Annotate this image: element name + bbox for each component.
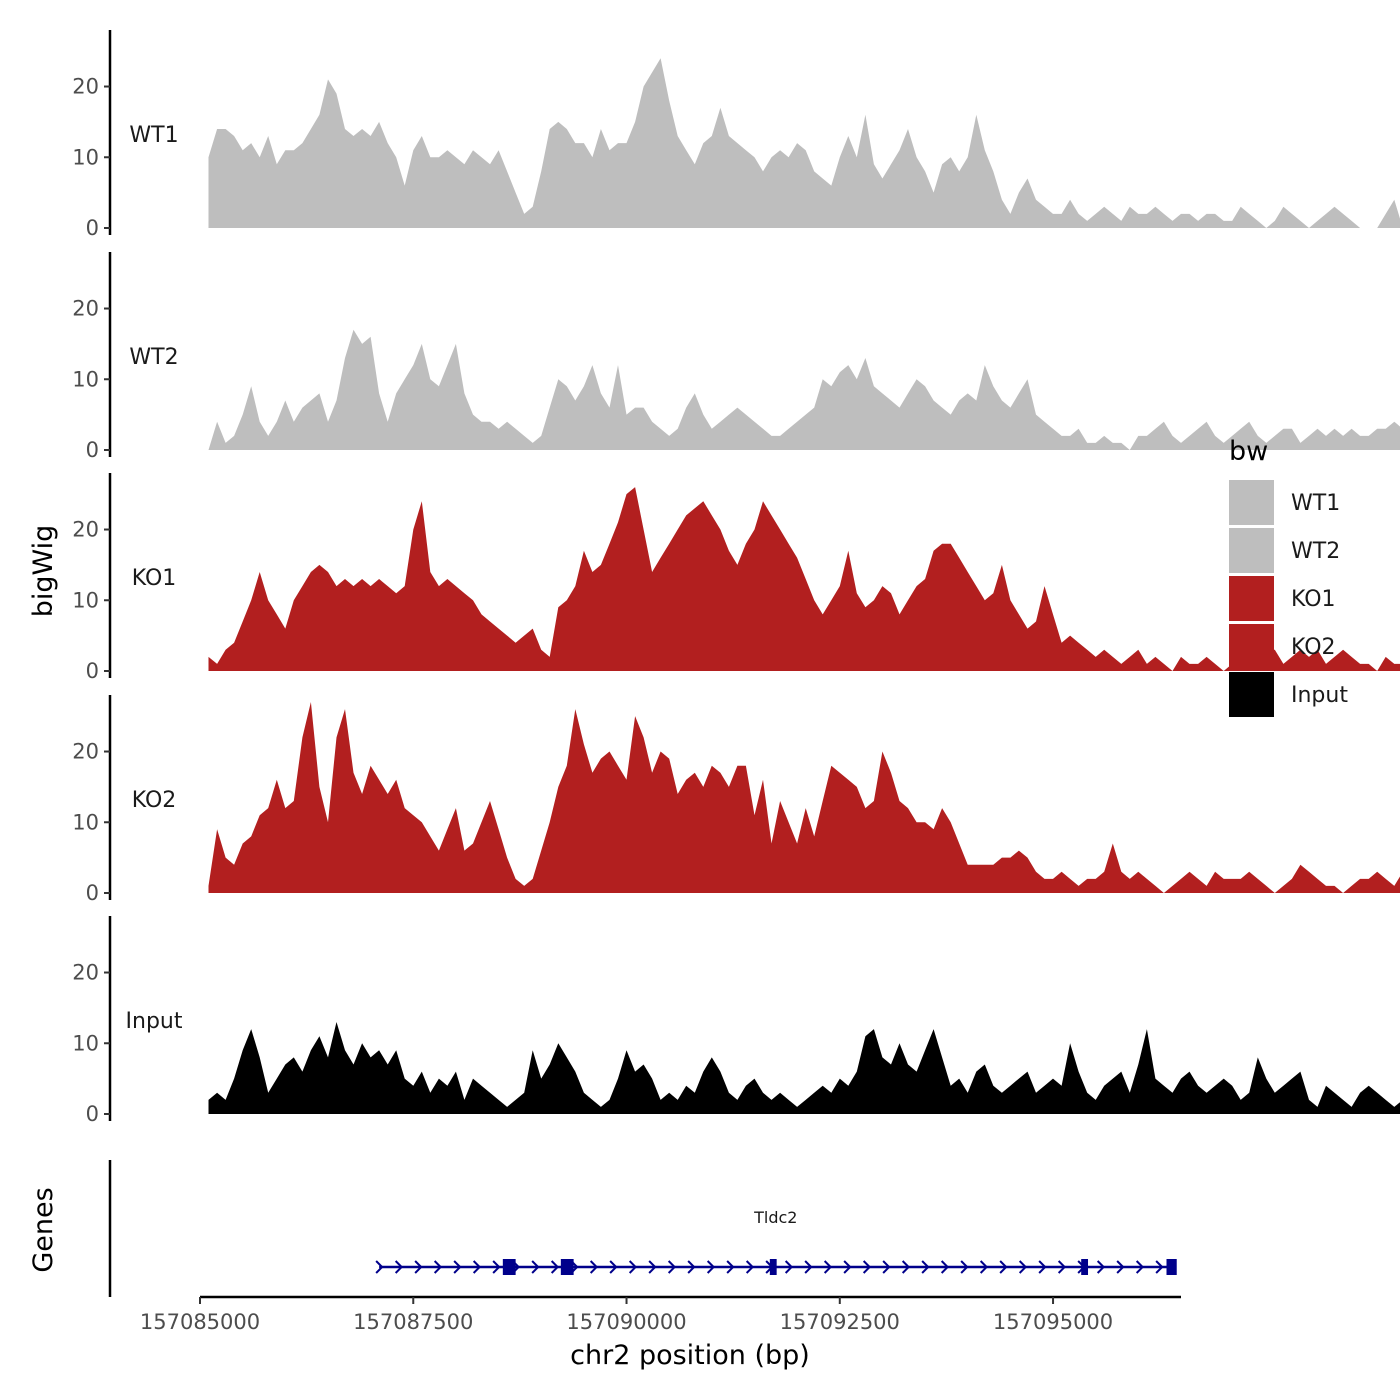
- strand-arrow: [414, 1260, 423, 1274]
- strand-arrow: [687, 1260, 696, 1274]
- legend-key-input: [1229, 672, 1274, 717]
- track-panel-ko1: 0 10 20 KO1: [72, 473, 1400, 683]
- strand-arrow: [648, 1260, 657, 1274]
- strand-arrow: [375, 1260, 384, 1274]
- exon: [1166, 1259, 1177, 1275]
- strand-arrow: [667, 1260, 677, 1274]
- exon: [1081, 1259, 1089, 1275]
- strand-arrow: [784, 1260, 794, 1274]
- strand-arrow: [472, 1260, 482, 1274]
- coverage-area-ko1: [208, 487, 1400, 671]
- gene-axis-title: Genes: [28, 1187, 59, 1272]
- strand-arrow: [745, 1260, 755, 1274]
- strand-arrow: [628, 1260, 638, 1274]
- coverage-area-ko2: [208, 702, 1400, 893]
- y-tick-label: 0: [86, 659, 99, 683]
- strand-arrow: [921, 1260, 930, 1274]
- strand-arrow: [862, 1260, 872, 1274]
- strand-arrow: [1116, 1260, 1125, 1274]
- y-tick-label: 20: [72, 740, 99, 764]
- y-tick-label: 20: [72, 75, 99, 99]
- strand-arrow: [706, 1260, 716, 1274]
- legend-key-wt2: [1229, 528, 1274, 573]
- x-axis-title: chr2 position (bp): [570, 1340, 810, 1371]
- exon: [769, 1259, 777, 1275]
- legend-key-ko2: [1229, 624, 1274, 669]
- strand-arrow: [1096, 1260, 1106, 1274]
- strand-arrow: [882, 1260, 891, 1274]
- x-axis: 157085000 157087500 157090000 157092500 1570…: [140, 1295, 1181, 1334]
- strand-arrow: [1057, 1260, 1067, 1274]
- coverage-area-wt1: [208, 58, 1400, 228]
- track-panel-input: 0 10 20 Input: [72, 916, 1400, 1126]
- exon: [560, 1259, 574, 1275]
- legend-key-wt1: [1229, 480, 1274, 525]
- y-tick-label: 0: [86, 438, 99, 462]
- x-tick-label: 157090000: [566, 1310, 686, 1334]
- strand-arrow: [726, 1260, 735, 1274]
- legend-label: KO2: [1291, 635, 1336, 660]
- track-panel-wt2: 0 10 20 WT2: [72, 252, 1400, 462]
- exon: [502, 1259, 516, 1275]
- strand-arrow: [823, 1260, 833, 1274]
- y-tick-label: 10: [72, 367, 99, 391]
- gene-tldc2: Tldc2: [375, 1208, 1177, 1275]
- legend-label: WT2: [1291, 539, 1340, 564]
- y-tick-label: 10: [72, 588, 99, 612]
- y-tick-label: 20: [72, 297, 99, 321]
- strand-arrow: [804, 1260, 813, 1274]
- y-tick-label: 0: [86, 216, 99, 240]
- y-tick-label: 10: [72, 810, 99, 834]
- strand-arrow: [940, 1260, 950, 1274]
- legend: bw WT1 WT2 KO1 KO2 Input: [1229, 436, 1348, 717]
- legend-title: bw: [1229, 436, 1268, 467]
- legend-key-ko1: [1229, 576, 1274, 621]
- strand-arrow: [999, 1260, 1008, 1274]
- strand-arrow: [589, 1260, 599, 1274]
- y-tick-label: 0: [86, 1102, 99, 1126]
- coverage-area-wt2: [208, 329, 1400, 450]
- x-tick-label: 157085000: [140, 1310, 260, 1334]
- y-tick-label: 10: [72, 1031, 99, 1055]
- strand-arrow: [979, 1260, 989, 1274]
- strand-arrow: [550, 1260, 560, 1274]
- legend-label: Input: [1291, 683, 1348, 708]
- y-tick-label: 10: [72, 145, 99, 169]
- track-label: KO1: [132, 566, 177, 591]
- strand-arrow: [1018, 1260, 1028, 1274]
- strand-arrow: [394, 1260, 404, 1274]
- x-tick-label: 157095000: [993, 1310, 1113, 1334]
- strand-arrow: [609, 1260, 618, 1274]
- track-panel-ko2: 0 10 20 KO2: [72, 695, 1400, 905]
- track-panel-wt1: 0 10 20 WT1: [72, 30, 1400, 240]
- legend-label: KO1: [1291, 587, 1336, 612]
- track-panels: 0 10 20 WT1 0 10 20 WT2 0 10 20 KO1 0 10 20 KO2 0 10 20 Inp…: [72, 30, 1400, 1126]
- strand-arrow: [901, 1260, 911, 1274]
- y-tick-label: 20: [72, 961, 99, 985]
- y-tick-label: 0: [86, 881, 99, 905]
- x-tick-label: 157087500: [353, 1310, 473, 1334]
- strand-arrow: [453, 1260, 462, 1274]
- strand-arrow: [433, 1260, 443, 1274]
- coverage-area-input: [208, 1022, 1400, 1114]
- strand-arrow: [1135, 1260, 1145, 1274]
- strand-arrow: [531, 1260, 540, 1274]
- track-label: KO2: [132, 788, 177, 813]
- gene-label: Tldc2: [753, 1208, 797, 1227]
- gene-panel: Tldc2: [108, 1160, 1177, 1297]
- strand-arrow: [843, 1260, 852, 1274]
- track-label: WT2: [129, 345, 178, 370]
- legend-label: WT1: [1291, 491, 1340, 516]
- strand-arrow: [960, 1260, 969, 1274]
- x-tick-label: 157092500: [780, 1310, 900, 1334]
- track-label: WT1: [129, 123, 178, 148]
- y-axis-title: bigWig: [28, 525, 59, 618]
- strand-arrow: [1155, 1260, 1164, 1274]
- strand-arrow: [492, 1260, 501, 1274]
- strand-arrow: [1038, 1260, 1047, 1274]
- track-label: Input: [126, 1009, 183, 1034]
- y-tick-label: 20: [72, 518, 99, 542]
